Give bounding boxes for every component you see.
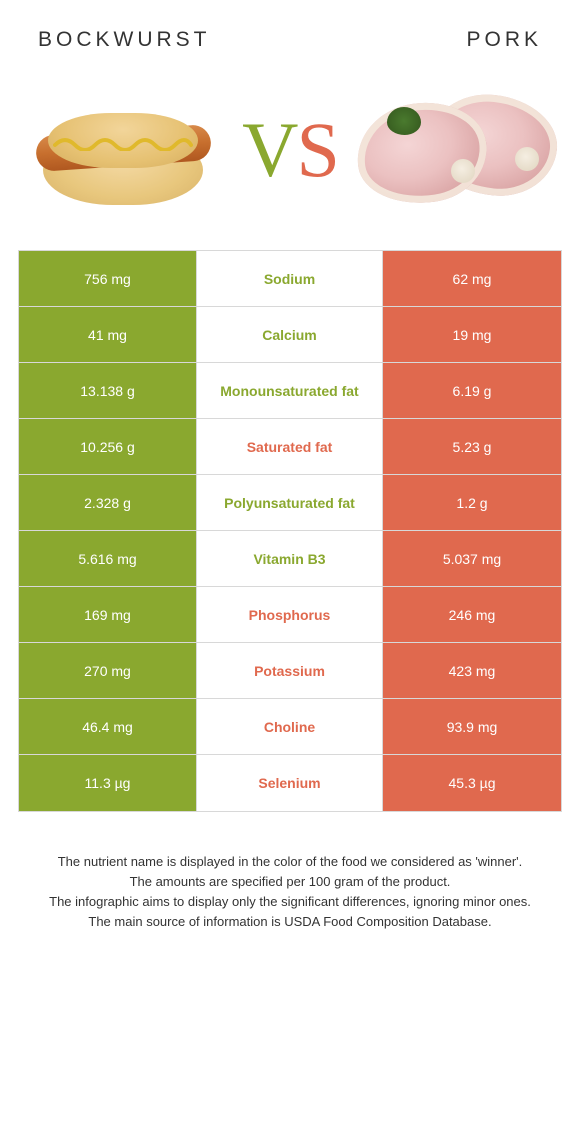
table-row: 13.138 gMonounsaturated fat6.19 g xyxy=(19,363,561,419)
vs-v: V xyxy=(242,106,296,193)
footer-line: The amounts are specified per 100 gram o… xyxy=(18,872,562,892)
nutrient-table: 756 mgSodium62 mg41 mgCalcium19 mg13.138… xyxy=(18,250,562,812)
title-right: PORK xyxy=(466,28,542,52)
left-value: 169 mg xyxy=(19,587,197,642)
table-row: 756 mgSodium62 mg xyxy=(19,251,561,307)
footer-line: The infographic aims to display only the… xyxy=(18,892,562,912)
title-left: BOCKWURST xyxy=(38,28,211,52)
right-value: 423 mg xyxy=(383,643,561,698)
table-row: 169 mgPhosphorus246 mg xyxy=(19,587,561,643)
bockwurst-image xyxy=(18,80,228,220)
table-row: 10.256 gSaturated fat5.23 g xyxy=(19,419,561,475)
pork-image xyxy=(352,80,562,220)
right-value: 93.9 mg xyxy=(383,699,561,754)
vs-label: VS xyxy=(242,105,338,195)
right-value: 1.2 g xyxy=(383,475,561,530)
nutrient-name: Potassium xyxy=(197,643,383,698)
footer-line: The nutrient name is displayed in the co… xyxy=(18,852,562,872)
table-row: 2.328 gPolyunsaturated fat1.2 g xyxy=(19,475,561,531)
table-row: 5.616 mgVitamin B35.037 mg xyxy=(19,531,561,587)
right-value: 6.19 g xyxy=(383,363,561,418)
right-value: 5.037 mg xyxy=(383,531,561,586)
left-value: 5.616 mg xyxy=(19,531,197,586)
left-value: 11.3 µg xyxy=(19,755,197,811)
footer-notes: The nutrient name is displayed in the co… xyxy=(0,812,580,933)
hero-row: VS xyxy=(18,70,562,240)
table-row: 270 mgPotassium423 mg xyxy=(19,643,561,699)
right-value: 5.23 g xyxy=(383,419,561,474)
left-value: 10.256 g xyxy=(19,419,197,474)
nutrient-name: Saturated fat xyxy=(197,419,383,474)
left-value: 270 mg xyxy=(19,643,197,698)
left-value: 756 mg xyxy=(19,251,197,306)
vs-s: S xyxy=(296,106,337,193)
right-value: 246 mg xyxy=(383,587,561,642)
nutrient-name: Calcium xyxy=(197,307,383,362)
nutrient-name: Polyunsaturated fat xyxy=(197,475,383,530)
nutrient-name: Selenium xyxy=(197,755,383,811)
nutrient-name: Choline xyxy=(197,699,383,754)
left-value: 41 mg xyxy=(19,307,197,362)
table-row: 41 mgCalcium19 mg xyxy=(19,307,561,363)
right-value: 62 mg xyxy=(383,251,561,306)
footer-line: The main source of information is USDA F… xyxy=(18,912,562,932)
nutrient-name: Vitamin B3 xyxy=(197,531,383,586)
comparison-titles: BOCKWURST PORK xyxy=(18,0,562,70)
left-value: 13.138 g xyxy=(19,363,197,418)
table-row: 46.4 mgCholine93.9 mg xyxy=(19,699,561,755)
right-value: 45.3 µg xyxy=(383,755,561,811)
nutrient-name: Phosphorus xyxy=(197,587,383,642)
nutrient-name: Sodium xyxy=(197,251,383,306)
nutrient-name: Monounsaturated fat xyxy=(197,363,383,418)
table-row: 11.3 µgSelenium45.3 µg xyxy=(19,755,561,811)
right-value: 19 mg xyxy=(383,307,561,362)
left-value: 46.4 mg xyxy=(19,699,197,754)
left-value: 2.328 g xyxy=(19,475,197,530)
